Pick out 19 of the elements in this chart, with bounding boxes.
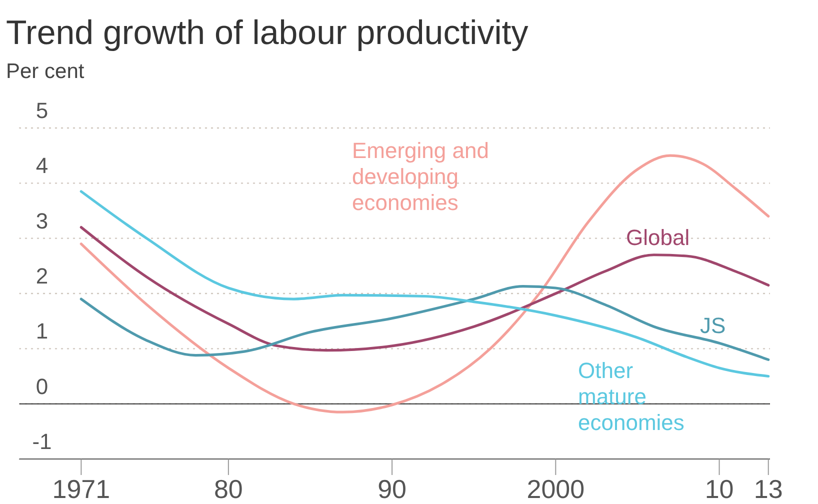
series-label: Other mature economies bbox=[578, 358, 684, 435]
y-tick-label: 5 bbox=[36, 98, 48, 123]
x-tick-label: 90 bbox=[378, 474, 407, 504]
x-tick-label: 80 bbox=[214, 474, 243, 504]
y-tick-label: 4 bbox=[36, 153, 48, 178]
y-tick-label: 1 bbox=[36, 318, 48, 344]
y-tick-label: 0 bbox=[36, 374, 48, 399]
y-tick-label: 3 bbox=[36, 208, 48, 234]
y-axis-title: Per cent bbox=[6, 60, 84, 83]
y-tick-label: 2 bbox=[36, 264, 48, 288]
x-tick-label: 1971 bbox=[52, 474, 110, 504]
x-tick-label: 2000 bbox=[526, 474, 585, 504]
x-tick-label: 10 bbox=[704, 474, 734, 504]
chart-title: Trend growth of labour productivity bbox=[6, 14, 528, 52]
x-tick-label: 13 bbox=[754, 474, 783, 504]
y-tick-label: -1 bbox=[32, 429, 52, 454]
text: Emerging and developing economies bbox=[352, 138, 489, 215]
series-label: Global bbox=[626, 225, 690, 250]
series-label: JS bbox=[700, 313, 726, 338]
